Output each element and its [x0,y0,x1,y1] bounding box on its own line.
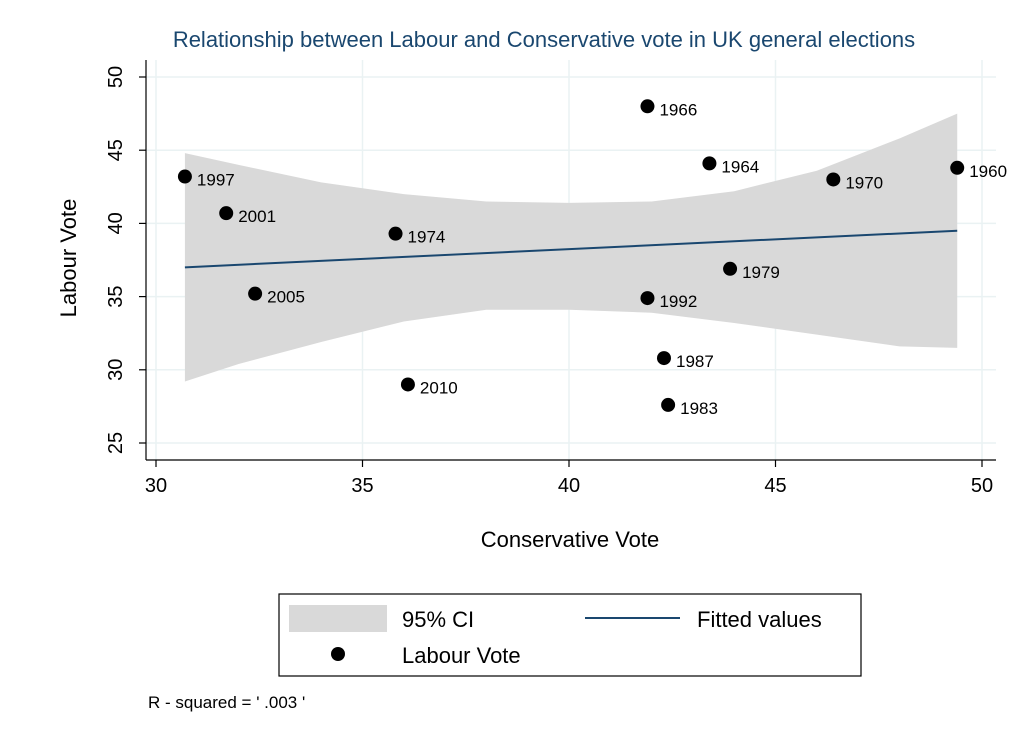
axes: 30 35 40 45 50 25 30 35 40 45 50 [105,60,996,497]
y-axis-title: Labour Vote [56,199,81,318]
legend: 95% CI Fitted values Labour Vote [278,593,862,677]
y-tick-label: 35 [105,285,127,307]
data-point [640,291,655,306]
x-tick-label: 40 [558,475,580,497]
legend-point-swatch [331,647,345,661]
data-point [177,169,192,184]
legend-fitted-label: Fitted values [697,607,822,632]
point-label: 1964 [721,157,759,176]
point-label: 2005 [267,288,305,307]
x-axis-title: Conservative Vote [481,527,660,552]
x-tick-label: 50 [971,475,993,497]
legend-ci-label: 95% CI [402,607,474,632]
point-label: 2001 [238,207,276,226]
ci-band [184,113,958,382]
x-tick-label: 35 [351,475,373,497]
point-label: 1974 [408,228,446,247]
data-point [400,377,415,392]
data-point [702,156,717,171]
point-label: 1987 [676,352,714,371]
data-point [388,226,403,241]
data-point [950,160,965,175]
legend-points-label: Labour Vote [402,643,521,668]
legend-ci-swatch [289,605,387,632]
point-label: 2010 [420,378,458,397]
point-label: 1970 [845,173,883,192]
point-label: 1979 [742,263,780,282]
fitted-line [184,229,958,269]
data-point [219,206,234,221]
y-tick-label: 50 [105,66,127,88]
point-label: 1960 [969,162,1007,181]
y-tick-label: 25 [105,432,127,454]
data-point [640,99,655,114]
chart-title: Relationship between Labour and Conserva… [173,27,915,52]
y-tick-label: 30 [105,359,127,381]
data-point [826,172,841,187]
data-point [661,397,676,412]
data-point [656,351,671,366]
point-label: 1992 [659,292,697,311]
data-point [723,261,738,276]
x-tick-label: 45 [764,475,786,497]
point-label: 1983 [680,399,718,418]
r-squared-note: R - squared = ' .003 ' [148,693,305,712]
point-label: 1997 [197,171,235,190]
x-tick-label: 30 [145,475,167,497]
y-tick-label: 45 [105,139,127,161]
point-label: 1966 [659,100,697,119]
data-point [248,286,263,301]
y-tick-label: 40 [105,212,127,234]
